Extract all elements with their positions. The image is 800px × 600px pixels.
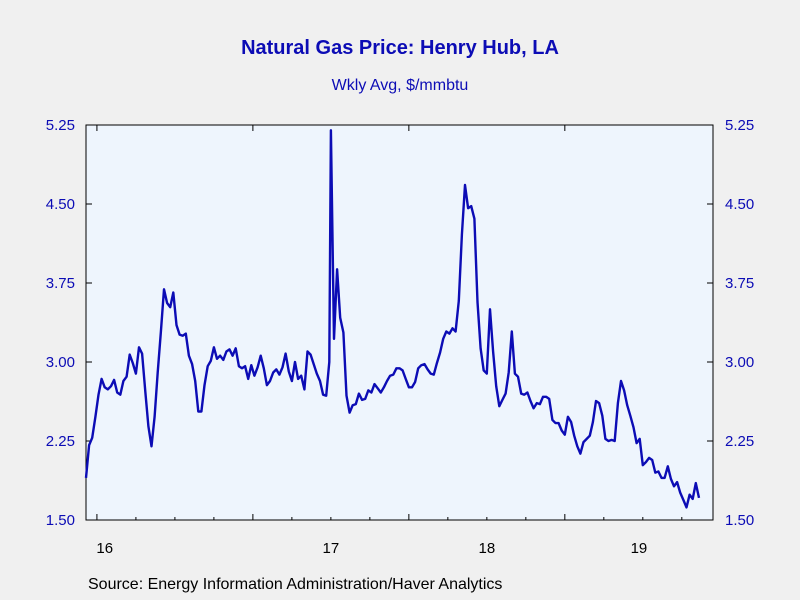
y-tick-label-right: 4.50 — [725, 196, 754, 213]
axis-labels: 1.50 1.50 2.25 2.25 3.00 3.00 3.75 3.75 4.50 4.50… — [46, 117, 754, 557]
y-tick-label-left: 3.00 — [46, 354, 75, 371]
x-tick-label: 19 — [631, 540, 648, 557]
y-tick-label-left: 4.50 — [46, 196, 75, 213]
x-tick-label: 17 — [323, 540, 340, 557]
chart-subtitle: Wkly Avg, $/mmbtu — [331, 77, 469, 94]
chart-title: Natural Gas Price: Henry Hub, LA — [241, 37, 559, 59]
plot-area — [85, 124, 714, 521]
series-line — [84, 129, 701, 509]
y-tick-label-right: 1.50 — [725, 512, 754, 529]
y-tick-label-right: 5.25 — [725, 117, 754, 134]
y-tick-label-right: 3.75 — [725, 275, 754, 292]
y-tick-label-right: 3.00 — [725, 354, 754, 371]
x-tick-label: 18 — [478, 540, 495, 557]
y-tick-label-left: 2.25 — [46, 433, 75, 450]
axis-ticks — [86, 124, 713, 521]
chart-source: Source: Energy Information Administratio… — [88, 576, 503, 593]
y-tick-label-right: 2.25 — [725, 433, 754, 450]
y-tick-label-left: 3.75 — [46, 275, 75, 292]
y-tick-label-left: 5.25 — [46, 117, 75, 134]
x-tick-label: 16 — [96, 540, 113, 557]
y-tick-label-left: 1.50 — [46, 512, 75, 529]
